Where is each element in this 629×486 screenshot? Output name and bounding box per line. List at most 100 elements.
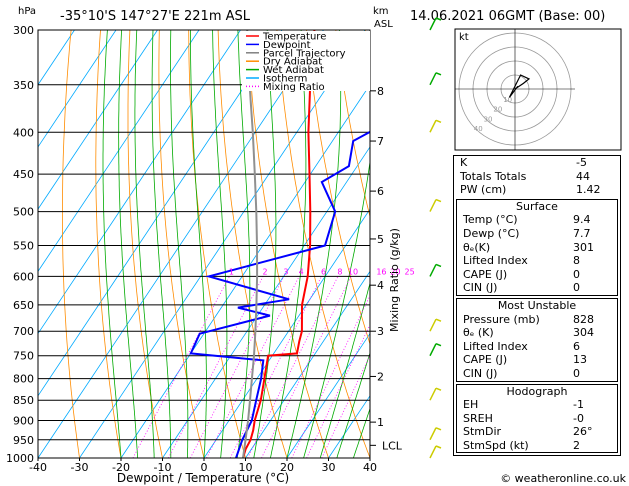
plot-frame (37, 29, 371, 459)
mixing-ratio-line (168, 276, 264, 458)
most-unstable-row: CIN (J) 0 (457, 367, 617, 381)
mixing-ratio-label: 16 (376, 267, 386, 276)
km-tick-label: 5 (377, 233, 384, 246)
wet-adiabat-line (102, 30, 122, 458)
wet-adiabat-line (336, 351, 370, 458)
x-tick-label: 30 (322, 461, 336, 474)
mixing-ratio-label: 1 (229, 267, 234, 276)
mixing-ratio-line (190, 276, 285, 458)
mixing-ratio-line (229, 276, 322, 458)
hodograph-ring-label: 30 (484, 115, 493, 123)
km-label: km (373, 6, 389, 17)
legend-label: Dry Adiabat (263, 57, 322, 68)
wind-barb (429, 72, 437, 86)
pressure-tick-label: 1000 (6, 452, 34, 465)
series-line (189, 130, 370, 458)
hodograph-ring-label: 10 (503, 96, 512, 104)
isotherm-line (38, 30, 200, 273)
wind-barb-flag (435, 318, 442, 322)
hodograph-label: StmDir (463, 425, 502, 439)
wind-barb-flag (435, 198, 442, 203)
legend-label: Parcel Trajectory (263, 48, 346, 59)
hodograph-row: StmSpd (kt) 2 (457, 439, 617, 453)
surface-row: CAPE (J) 0 (457, 268, 617, 282)
pressure-tick-label: 300 (13, 24, 34, 37)
index-row: PW (cm) 1.42 (454, 183, 620, 197)
surface-label: Lifted Index (463, 254, 528, 268)
lcl-label: LCL (382, 439, 403, 452)
surface-rows: Temp (°C) 9.4 Dewp (°C) 7.7 θₑ(K) 301 Lifted I… (457, 213, 617, 295)
legend-label: Wet Adiabat (263, 65, 324, 76)
mixing-ratio-label: 2 (263, 267, 268, 276)
mixing-ratio-line (206, 276, 300, 458)
legend-label: Isotherm (263, 74, 307, 85)
surface-label: θₑ(K) (463, 240, 491, 254)
legend-label: Mixing Ratio (263, 82, 325, 93)
index-label: K (460, 156, 468, 169)
wind-barb (429, 264, 437, 277)
mixing-ratio-label: 4 (299, 267, 304, 276)
mixing-ratio-label: 20 (390, 267, 400, 276)
index-label: PW (cm) (460, 183, 507, 197)
surface-row: Dewp (°C) 7.7 (457, 227, 617, 241)
most-unstable-row: CAPE (J) 13 (457, 353, 617, 367)
wet-adiabat-line (212, 30, 228, 458)
wind-barb (429, 17, 437, 31)
most-unstable-label: CAPE (J) (463, 353, 508, 367)
isotherm-line (245, 270, 370, 458)
indices-rows: K -5 Totals Totals 44 PW (cm) 1.42 (454, 156, 620, 197)
index-value: 1.42 (576, 183, 601, 197)
isotherm-line (38, 30, 117, 148)
index-row: Totals Totals 44 (454, 170, 620, 184)
km-tick-label: 7 (377, 135, 384, 148)
wet-adiabat-line (353, 407, 370, 458)
mixing-ratio-line (261, 276, 352, 458)
hodograph-label: EH (463, 398, 479, 412)
most-unstable-row: Lifted Index 6 (457, 340, 617, 354)
surface-value: 7.7 (573, 226, 591, 240)
mixing-ratio-line (306, 323, 370, 458)
asl-label: ASL (374, 19, 393, 30)
surface-row: CIN (J) 0 (457, 281, 617, 295)
mixing-ratio-label: 10 (348, 267, 358, 276)
most-unstable-value: 13 (573, 353, 587, 367)
pressure-tick-label: 400 (13, 126, 34, 139)
x-tick-label: -30 (71, 461, 89, 474)
hodograph-ring-label: 20 (493, 106, 502, 114)
km-tick-label: 4 (377, 279, 384, 292)
dry-adiabat-line (217, 30, 288, 458)
pressure-tick-label: 350 (13, 79, 34, 92)
surface-row: Lifted Index 8 (457, 254, 617, 268)
most-unstable-row: θₑ (K) 304 (457, 326, 617, 340)
pressure-tick-label: 450 (13, 168, 34, 181)
surface-label: CIN (J) (463, 281, 498, 295)
most-unstable-value: 6 (573, 339, 580, 353)
isotherm-line (38, 30, 241, 335)
wind-barb-flag (435, 72, 442, 76)
hodograph-label: StmSpd (kt) (463, 438, 529, 452)
wind-barb (429, 387, 437, 401)
hodograph-row: EH -1 (457, 398, 617, 412)
most-unstable-value: 828 (573, 312, 594, 326)
surface-value: 301 (573, 240, 594, 254)
hodograph-title: kt (459, 32, 469, 43)
wind-barb (429, 199, 437, 212)
surface-label: Temp (°C) (463, 213, 518, 227)
mixing-ratio-line (291, 294, 370, 458)
wind-barb-flag (435, 263, 442, 268)
x-tick-label: 10 (239, 461, 253, 474)
km-tick-label: 2 (377, 370, 384, 383)
pressure-tick-label: 700 (13, 325, 34, 338)
wet-adiabat-line (170, 30, 189, 458)
x-tick-label: -20 (112, 461, 130, 474)
wind-barb (429, 343, 437, 357)
location-label: -35°10'S 147°27'E 221m ASL (60, 9, 251, 24)
x-axis-label: Dewpoint / Temperature (°C) (117, 471, 289, 485)
surface-value: 9.4 (573, 213, 591, 227)
wet-adiabat-line (190, 30, 207, 458)
surface-row: θₑ(K) 301 (457, 241, 617, 255)
surface-label: Dewp (°C) (463, 226, 520, 240)
mixing-ratio-label: 3 (283, 267, 288, 276)
wind-barb (429, 427, 437, 441)
legend-label: Temperature (262, 32, 326, 43)
